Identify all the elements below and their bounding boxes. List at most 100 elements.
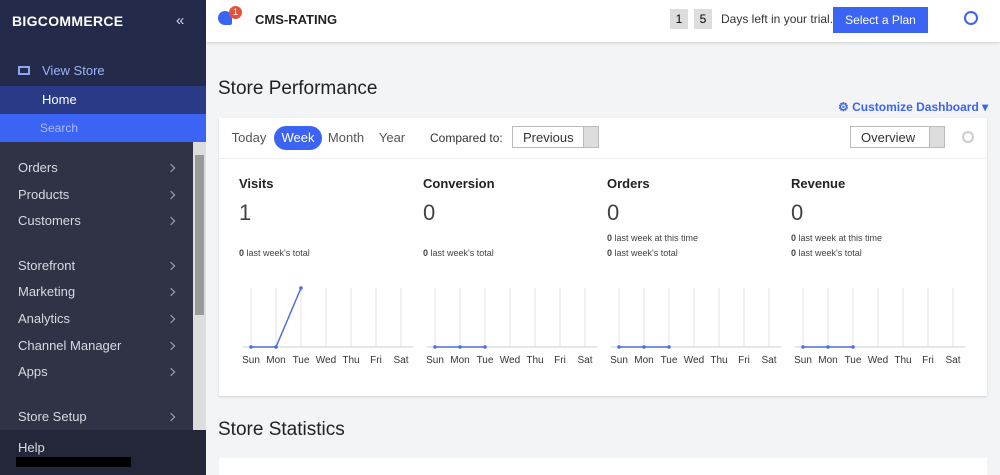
menu-item[interactable]: Store Setup (18, 408, 87, 424)
view-store-row[interactable] (0, 56, 206, 86)
x-tick-label: Wed (684, 355, 704, 366)
menu-item[interactable]: Marketing (18, 284, 76, 300)
home-row[interactable] (0, 86, 206, 114)
customize-text: Customize Dashboard (852, 100, 979, 114)
home[interactable]: Home (42, 92, 77, 107)
x-tick-label: Sat (393, 355, 408, 366)
search[interactable]: Search (40, 121, 79, 135)
menu-item[interactable]: Channel Manager (18, 337, 122, 353)
mini-chart: Sun Mon Tue Wed Thu Fri Sat (610, 288, 781, 366)
chevron (166, 368, 176, 377)
x-tick-label: Sat (945, 355, 960, 366)
chevron (166, 163, 176, 173)
scroll-thumb[interactable] (195, 155, 204, 315)
select-plan[interactable]: Select a Plan (833, 7, 928, 33)
x-tick-label: Sun (610, 355, 628, 366)
mini-chart: Sun Mon Tue Wed Thu Fri Sat (242, 286, 413, 366)
note-count: 0 (607, 248, 613, 258)
section-title: Store Statistics (218, 419, 345, 440)
x-tick-label: Tue (661, 355, 678, 366)
note-count: 0 (423, 248, 429, 258)
collapse[interactable]: « (176, 12, 185, 29)
note-text: last week's total (246, 248, 310, 258)
metric-value: 0 (423, 200, 436, 225)
metric-note: 0 last week's total (239, 248, 310, 258)
redacted (16, 457, 131, 467)
search-row[interactable] (0, 114, 206, 142)
divider (219, 158, 987, 159)
trial-digit: 1 (670, 9, 688, 29)
point (299, 286, 303, 290)
metric-note: 0 last week at this time (791, 233, 882, 243)
menu-item[interactable]: Apps (18, 364, 48, 380)
x-tick-label: Fri (922, 355, 934, 366)
logo: BIGCOMMERCE (12, 13, 124, 29)
view-select[interactable]: Overview (850, 126, 945, 148)
customize-dashboard[interactable]: ⚙ Customize Dashboard ▾ (838, 100, 989, 114)
x-tick-label: Mon (818, 355, 837, 366)
point (274, 345, 278, 349)
chevron (166, 217, 176, 226)
menu-item[interactable]: Analytics (18, 311, 71, 326)
point (826, 345, 830, 349)
trial-text: Days left in your trial. (721, 12, 834, 26)
metric-name: Visits (239, 176, 274, 191)
note-count: 0 (607, 233, 613, 243)
x-tick-label: Sun (794, 355, 812, 366)
view-store[interactable]: View Store (42, 63, 105, 78)
metric-note: 0 last week's total (607, 248, 678, 258)
menu-item[interactable]: Customers (18, 213, 81, 229)
metric-note: 0 last week's total (791, 248, 862, 258)
note-text: last week at this time (614, 233, 699, 243)
x-tick-label: Fri (554, 355, 566, 366)
note-count: 0 (791, 248, 797, 258)
logo-bar (0, 0, 206, 56)
statistics-card (219, 458, 987, 475)
x-tick-label: Wed (316, 355, 336, 366)
tab[interactable]: Today (231, 130, 267, 145)
x-tick-label: Tue (293, 355, 310, 366)
x-tick-label: Thu (894, 355, 911, 366)
menu-item[interactable]: Storefront (18, 257, 76, 273)
note-text: last week's total (614, 248, 678, 258)
note-count: 0 (239, 248, 245, 258)
x-tick-label: Mon (266, 355, 285, 366)
chevron (166, 341, 176, 350)
section-title: Store Performance (218, 78, 378, 99)
point (483, 345, 487, 349)
x-tick-label: Wed (868, 355, 888, 366)
x-tick-label: Mon (634, 355, 653, 366)
tips[interactable] (964, 11, 978, 25)
chevron (166, 288, 176, 297)
x-tick-label: Thu (342, 355, 359, 366)
x-tick-label: Tue (477, 355, 494, 366)
point (458, 345, 462, 349)
compared-select[interactable]: Previous (512, 126, 599, 148)
x-tick-label: Thu (710, 355, 727, 366)
metric-value: 0 (791, 200, 804, 225)
tab[interactable]: Month (327, 130, 365, 145)
compared-label: Compared to: (430, 131, 503, 145)
chevron (166, 314, 176, 324)
help[interactable]: Help (18, 440, 45, 455)
point (433, 345, 437, 349)
point (642, 345, 646, 349)
menu-item[interactable]: Products (18, 186, 70, 202)
chevron (166, 190, 176, 199)
mini-chart: Sun Mon Tue Wed Thu Fri Sat (426, 288, 597, 366)
metric-name: Conversion (423, 176, 495, 191)
bell[interactable] (218, 11, 232, 25)
point (801, 345, 805, 349)
menu-item[interactable]: Orders (18, 160, 58, 175)
point (617, 345, 621, 349)
settings[interactable] (962, 131, 974, 143)
x-tick-label: Mon (450, 355, 469, 366)
tab[interactable]: Week (274, 126, 322, 150)
x-tick-label: Tue (845, 355, 862, 366)
x-tick-label: Thu (526, 355, 543, 366)
metric-name: Revenue (791, 176, 846, 191)
chevron (166, 261, 176, 270)
help-bar (0, 430, 206, 475)
tab[interactable]: Year (378, 130, 406, 145)
